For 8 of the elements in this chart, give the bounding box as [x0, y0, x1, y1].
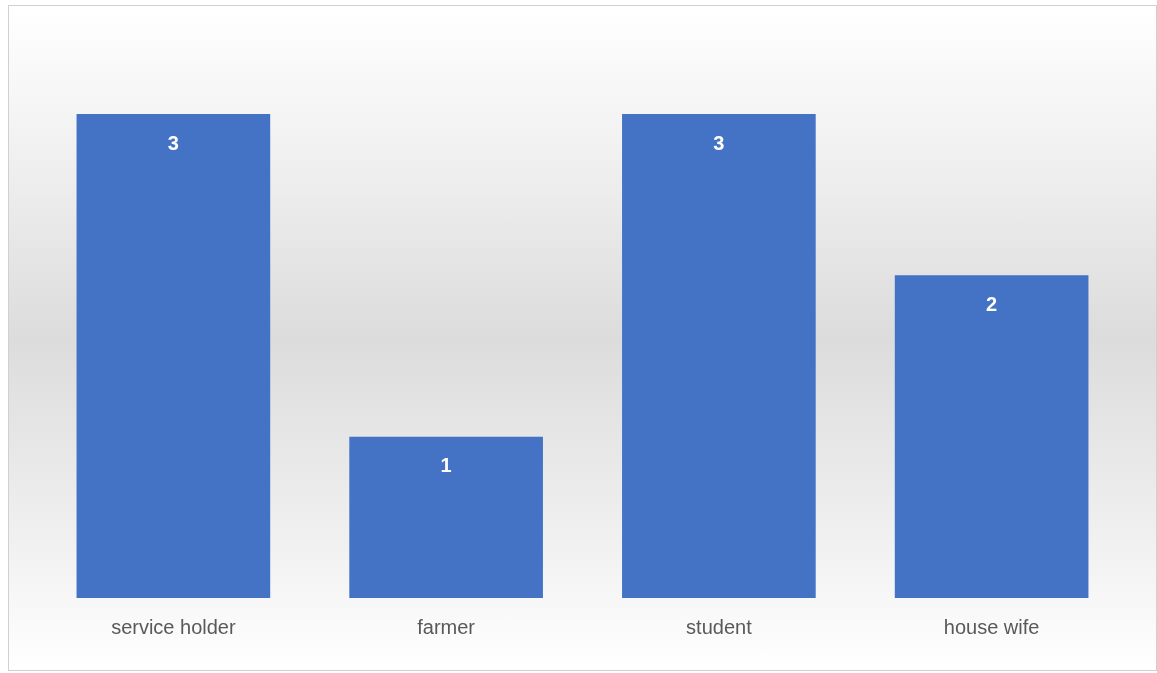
data-label: 1 — [440, 454, 452, 477]
x-tick-label: student — [686, 615, 753, 638]
x-tick-label: farmer — [417, 615, 476, 638]
data-label: 3 — [713, 131, 725, 154]
x-tick-label: service holder — [111, 615, 236, 638]
data-label: 3 — [167, 131, 179, 154]
x-tick-label: house wife — [943, 615, 1040, 638]
data-label: 2 — [986, 292, 998, 315]
